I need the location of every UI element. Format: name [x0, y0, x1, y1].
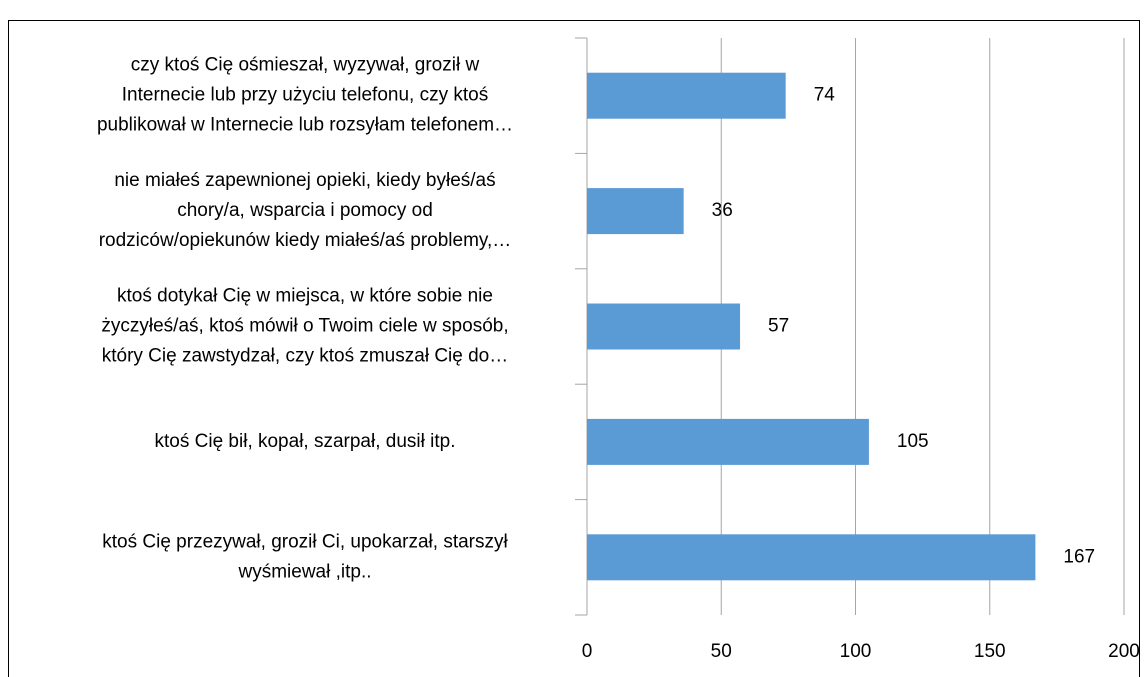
x-tick-label: 50 [711, 641, 732, 662]
x-tick-label: 100 [840, 641, 872, 662]
y-tick-label: ktoś Cię przezywał, groził Ci, upokarzał… [102, 531, 508, 552]
y-tick-label: rodziców/opiekunów kiedy miałeś/aś probl… [99, 230, 512, 251]
chart-frame [8, 20, 1140, 677]
y-tick-label: który Cię zawstydzał, czy ktoś zmuszał C… [102, 346, 509, 367]
bar [587, 72, 786, 119]
y-tick-label: nie miałeś zapewnionej opieki, kiedy był… [114, 170, 495, 191]
y-tick-label: ktoś dotykał Cię w miejsca, w które sobi… [117, 286, 493, 307]
value-label: 105 [897, 431, 929, 452]
value-label: 167 [1063, 546, 1095, 567]
y-tick-label: chory/a, wsparcia i pomocy od [177, 200, 433, 221]
value-label: 57 [768, 316, 789, 337]
y-tick-label: ktoś Cię bił, kopał, szarpał, dusił itp. [155, 431, 456, 452]
y-tick-label: publikował w Internecie lub rozsyłam tel… [97, 115, 513, 136]
value-label: 74 [814, 85, 836, 106]
x-tick-label: 0 [582, 641, 593, 662]
y-tick-label: wyśmiewał ,itp.. [237, 561, 371, 582]
bar [587, 534, 1036, 581]
y-tick-label: życzyłeś/aś, ktoś mówił o Twoim ciele w … [101, 316, 508, 337]
value-label: 36 [712, 200, 733, 221]
x-tick-label: 200 [1108, 641, 1140, 662]
bar [587, 303, 741, 350]
y-tick-label: Internecie lub przy użyciu telefonu, czy… [122, 85, 488, 106]
y-tick-label: czy ktoś Cię ośmieszał, wyzywał, groził … [131, 55, 480, 76]
bar [587, 188, 684, 235]
x-tick-label: 150 [974, 641, 1006, 662]
bar [587, 418, 869, 465]
